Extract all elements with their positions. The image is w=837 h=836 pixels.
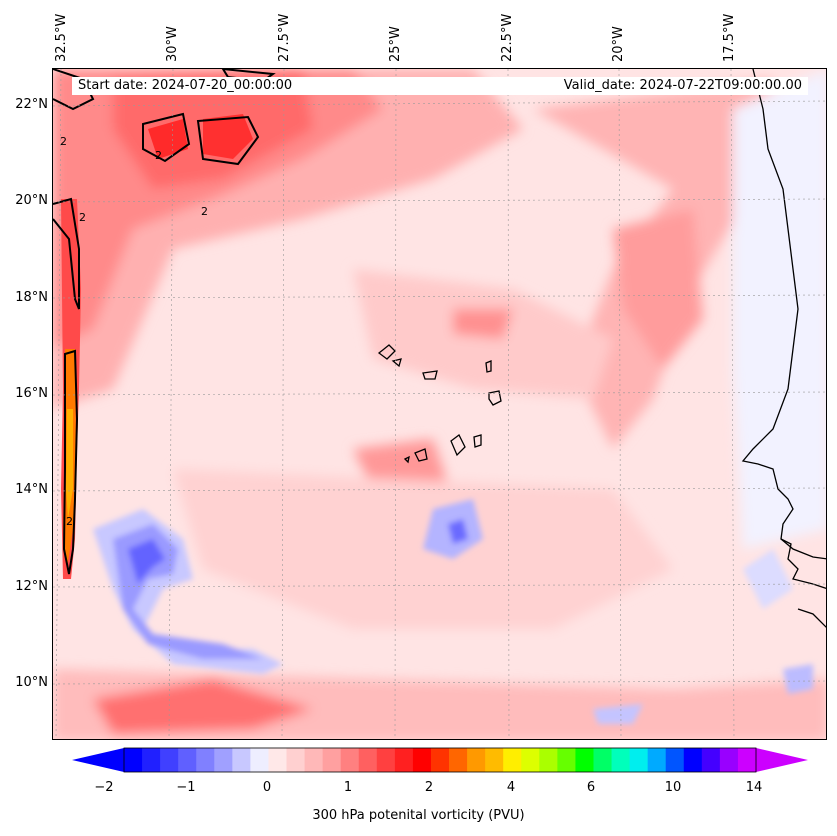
contour-label: 2 (66, 515, 73, 528)
lon-label: 25°W (388, 26, 403, 62)
graticule (53, 69, 826, 739)
colorbar-segment (503, 748, 522, 772)
pv-negative-areas (93, 499, 813, 724)
colorbar-segment (250, 748, 270, 772)
colorbar-segment (124, 748, 143, 772)
colorbar-segment (286, 748, 306, 772)
pv-2-contours (53, 69, 276, 575)
lat-label: 18°N (15, 290, 48, 305)
colorbar-segment (268, 748, 288, 772)
lon-label: 20°W (611, 26, 626, 62)
colorbar-segment (304, 748, 324, 772)
pv-field (53, 69, 826, 739)
date-info-bar: Start date: 2024-07-20_00:00:00 Valid_da… (72, 77, 808, 95)
lat-label: 20°N (15, 193, 48, 208)
colorbar-tick: 1 (343, 780, 353, 795)
colorbar-segment (593, 748, 613, 772)
colorbar-tick: 0 (262, 780, 272, 795)
colorbar-segment (701, 748, 721, 772)
contour-label: 2 (201, 205, 208, 218)
lat-label: 12°N (15, 579, 48, 594)
colorbar-segment (322, 748, 342, 772)
colorbar-extend-low (72, 748, 124, 772)
lon-label: 27.5°W (277, 13, 292, 62)
colorbar-label: 300 hPa potenital vorticity (PVU) (312, 808, 525, 823)
colorbar-segment (737, 748, 757, 772)
start-date: Start date: 2024-07-20_00:00:00 (78, 78, 293, 93)
lat-label: 22°N (15, 97, 48, 112)
colorbar-segment (521, 748, 540, 772)
islands (377, 344, 502, 464)
colorbar-segment (449, 748, 468, 772)
colorbar-segment (196, 748, 215, 772)
colorbar-segment (611, 748, 631, 772)
lat-label: 14°N (15, 482, 48, 497)
colorbar-segment (412, 748, 432, 772)
lon-label: 30°W (165, 26, 180, 62)
colorbar-tick: 4 (506, 780, 516, 795)
lon-label: 17.5°W (722, 13, 737, 62)
colorbar-segment (467, 748, 486, 772)
colorbar-segment (665, 748, 685, 772)
colorbar-segment (394, 748, 414, 772)
lat-label: 10°N (15, 675, 48, 690)
colorbar-segment (647, 748, 667, 772)
colorbar-segment (485, 748, 504, 772)
colorbar-segments (124, 748, 757, 772)
colorbar-segment (358, 748, 378, 772)
colorbar-tick: 14 (745, 780, 763, 795)
colorbar-tick: −2 (94, 780, 114, 795)
colorbar-segment (557, 748, 577, 772)
colorbar-segment (719, 748, 739, 772)
colorbar-tick: −1 (176, 780, 196, 795)
colorbar-tick: 6 (586, 780, 596, 795)
colorbar-segment (160, 748, 179, 772)
valid-date: Valid_date: 2024-07-22T09:00:00.00 (563, 78, 802, 93)
colorbar-segment (376, 748, 396, 772)
colorbar-segment (340, 748, 360, 772)
colorbar-segment (214, 748, 233, 772)
colorbar-segment (683, 748, 703, 772)
lon-label: 22.5°W (500, 13, 515, 62)
contour-label: 2 (60, 135, 67, 148)
colorbar-segment (232, 748, 251, 772)
colorbar (72, 747, 808, 773)
map-area[interactable]: 2 2 2 2 2 (52, 68, 827, 740)
lon-label: 32.5°W (54, 13, 69, 62)
colorbar-segment (178, 748, 197, 772)
colorbar-tick: 2 (424, 780, 434, 795)
lat-label: 16°N (15, 386, 48, 401)
colorbar-segment (142, 748, 161, 772)
colorbar-segment (575, 748, 595, 772)
colorbar-tick: 10 (664, 780, 682, 795)
colorbar-segment (629, 748, 649, 772)
colorbar-segment (539, 748, 558, 772)
contour-label: 2 (79, 211, 86, 224)
colorbar-extend-high (756, 748, 808, 772)
contour-label: 2 (155, 149, 162, 162)
colorbar-segment (430, 748, 450, 772)
